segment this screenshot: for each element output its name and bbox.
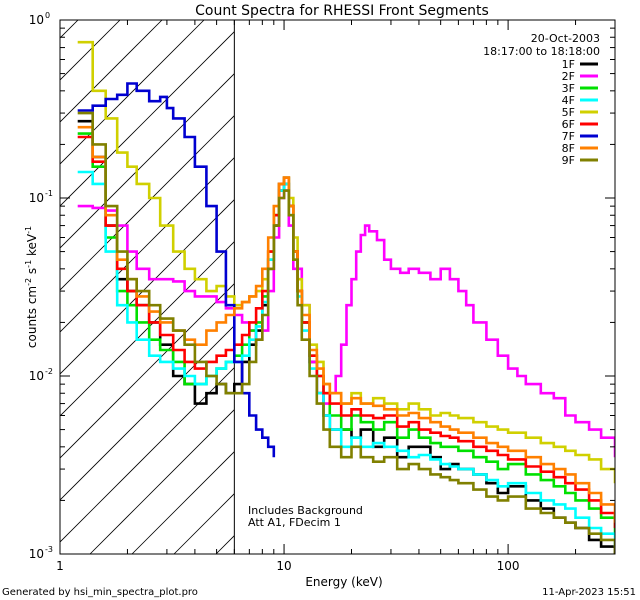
hatch-line bbox=[89, 409, 235, 554]
hatch-line bbox=[60, 157, 235, 333]
hatch-line bbox=[426, 0, 640, 554]
hatch-line bbox=[60, 367, 235, 543]
legend-label-9F: 9F bbox=[562, 154, 575, 167]
x-tick-label: 10 bbox=[276, 559, 291, 573]
y-tick-label: 100 bbox=[29, 11, 50, 27]
series-line-2F bbox=[77, 189, 615, 458]
annotation-attenuator: Att A1, FDecim 1 bbox=[248, 516, 341, 529]
hatch-line bbox=[60, 20, 163, 123]
legend-label-1F: 1F bbox=[562, 58, 575, 71]
hatch-line bbox=[60, 31, 235, 207]
y-tick-label: 10-2 bbox=[29, 367, 53, 383]
legend-label-4F: 4F bbox=[562, 94, 575, 107]
annotation-background: Includes Background bbox=[248, 504, 363, 517]
y-label-sup1: -2 bbox=[24, 278, 33, 286]
y-label-sup3: -1 bbox=[24, 226, 33, 234]
legend-label-6F: 6F bbox=[562, 118, 575, 131]
hatch-line bbox=[60, 241, 235, 417]
hatch-line bbox=[384, 0, 640, 554]
hatch-line bbox=[131, 451, 235, 554]
y-tick-label: 10-1 bbox=[29, 189, 53, 205]
footer-timestamp: 11-Apr-2023 15:51 bbox=[542, 587, 636, 598]
x-axis-label: Energy (keV) bbox=[305, 575, 382, 589]
y-label-sup2: -1 bbox=[24, 260, 33, 268]
plot-frame bbox=[59, 19, 616, 555]
footer-generated-by: Generated by hsi_min_spectra_plot.pro bbox=[2, 587, 198, 598]
x-tick-label: 1 bbox=[56, 559, 64, 573]
y-tick-exponent: -2 bbox=[45, 367, 53, 376]
y-tick-base: 10 bbox=[29, 547, 44, 561]
x-tick-label: 100 bbox=[497, 559, 520, 573]
y-label-end: keV bbox=[25, 233, 39, 260]
y-tick-exponent: -3 bbox=[45, 545, 53, 554]
legend-label-2F: 2F bbox=[562, 70, 575, 83]
chart-title: Count Spectra for RHESSI Front Segments bbox=[195, 3, 489, 19]
y-tick-base: 10 bbox=[29, 369, 44, 383]
hatch-line bbox=[60, 325, 235, 501]
hatch-line bbox=[60, 283, 235, 459]
hatch-line bbox=[342, 0, 640, 554]
y-tick-exponent: -1 bbox=[45, 189, 53, 198]
hatch-line bbox=[300, 0, 640, 554]
series-line-4F bbox=[77, 170, 615, 547]
series-line-9F bbox=[77, 111, 615, 554]
legend-time-range: 18:17:00 to 18:18:00 bbox=[483, 45, 600, 58]
y-axis-label: counts cm-2 s-1 keV-1 bbox=[24, 226, 39, 348]
y-tick-exponent: 0 bbox=[45, 11, 50, 20]
y-label-main: counts cm bbox=[25, 286, 39, 348]
legend-date: 20-Oct-2003 bbox=[531, 32, 600, 45]
hatch-line bbox=[60, 20, 79, 39]
hatch-line bbox=[60, 20, 205, 165]
series-group bbox=[77, 40, 615, 554]
series-line-7F bbox=[77, 82, 276, 458]
legend-label-5F: 5F bbox=[562, 106, 575, 119]
y-tick-base: 10 bbox=[29, 191, 44, 205]
hatch-line bbox=[215, 535, 235, 554]
hatch-line bbox=[60, 199, 235, 375]
hatch-line bbox=[60, 115, 235, 291]
hatch-line bbox=[0, 0, 102, 554]
hatch-line bbox=[60, 20, 121, 81]
legend-label-8F: 8F bbox=[562, 142, 575, 155]
legend-label-3F: 3F bbox=[562, 82, 575, 95]
series-line-5F bbox=[77, 40, 615, 484]
y-tick-label: 10-3 bbox=[29, 545, 53, 561]
y-label-mid: s bbox=[25, 268, 39, 278]
legend-label-7F: 7F bbox=[562, 130, 575, 143]
y-tick-base: 10 bbox=[29, 13, 44, 27]
